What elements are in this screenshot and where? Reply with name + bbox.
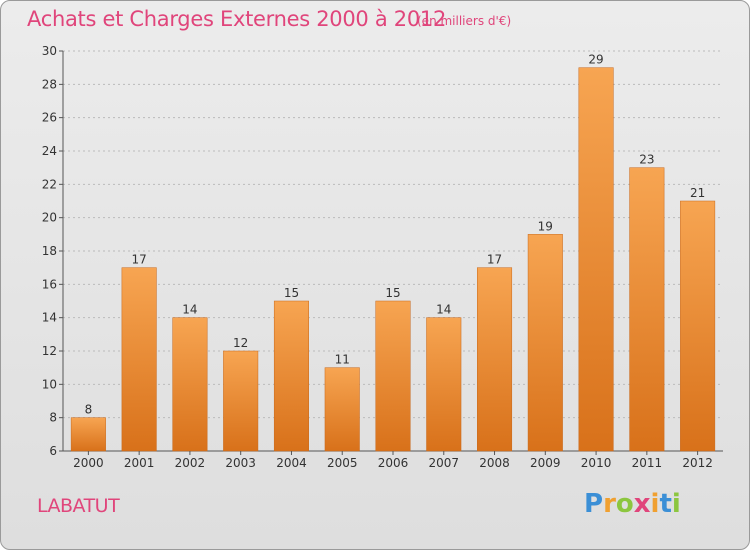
bar <box>70 417 106 452</box>
bar <box>172 317 208 452</box>
bar-value-label: 17 <box>487 253 502 267</box>
x-tick-label: 2010 <box>581 456 612 470</box>
bar-value-label: 21 <box>690 186 705 200</box>
bar-value-label: 29 <box>588 53 603 67</box>
bar-value-label: 23 <box>639 153 654 167</box>
commune-name: LABATUT <box>37 495 120 517</box>
bar <box>375 300 411 452</box>
bar-value-label: 14 <box>436 303 451 317</box>
y-tick-label: 30 <box>42 44 57 58</box>
y-tick-label: 10 <box>42 377 57 391</box>
y-tick-label: 28 <box>42 77 57 91</box>
chart-title: Achats et Charges Externes 2000 à 2012 <box>27 7 447 31</box>
bar <box>324 367 360 452</box>
bar-value-label: 14 <box>182 303 197 317</box>
bar <box>629 167 665 452</box>
bar <box>680 200 716 452</box>
chart-unit-note: (en milliers d'€) <box>417 14 512 28</box>
brand-letter: i <box>671 489 681 519</box>
brand-letter: r <box>603 489 616 519</box>
bar <box>273 300 309 452</box>
bar <box>223 350 259 452</box>
brand-letter: t <box>659 489 672 519</box>
bar-value-label: 12 <box>233 336 248 350</box>
x-tick-label: 2011 <box>632 456 663 470</box>
x-tick-label: 2000 <box>73 456 104 470</box>
y-tick-label: 8 <box>49 411 57 425</box>
x-tick-label: 2006 <box>378 456 409 470</box>
bar-value-label: 8 <box>85 403 93 417</box>
bar-value-label: 17 <box>132 253 147 267</box>
x-tick-label: 2012 <box>682 456 713 470</box>
x-tick-label: 2007 <box>428 456 459 470</box>
brand-letter: P <box>584 489 604 519</box>
y-tick-label: 26 <box>42 111 57 125</box>
y-tick-label: 20 <box>42 211 57 225</box>
x-tick-label: 2002 <box>175 456 206 470</box>
y-tick-label: 12 <box>42 344 57 358</box>
x-tick-label: 2005 <box>327 456 358 470</box>
x-tick-label: 2003 <box>225 456 256 470</box>
x-tick-label: 2004 <box>276 456 307 470</box>
bar-value-label: 19 <box>538 219 553 233</box>
y-tick-label: 14 <box>42 311 57 325</box>
x-tick-label: 2009 <box>530 456 561 470</box>
proxiti-logo[interactable]: Proxiti <box>584 489 681 519</box>
y-tick-label: 22 <box>42 177 57 191</box>
y-tick-label: 6 <box>49 444 57 458</box>
bar <box>426 317 462 452</box>
bar-value-label: 15 <box>385 286 400 300</box>
bar-value-label: 15 <box>284 286 299 300</box>
bar <box>578 67 614 452</box>
y-tick-label: 16 <box>42 277 57 291</box>
brand-letter: x <box>633 489 651 519</box>
x-tick-label: 2008 <box>479 456 510 470</box>
bar <box>527 234 563 452</box>
bar <box>121 267 157 452</box>
brand-letter: i <box>650 489 660 519</box>
y-tick-label: 24 <box>42 144 57 158</box>
brand-letter: o <box>615 489 634 519</box>
bar <box>477 267 513 452</box>
y-tick-label: 18 <box>42 244 57 258</box>
bar-value-label: 11 <box>335 353 350 367</box>
x-tick-label: 2001 <box>124 456 155 470</box>
